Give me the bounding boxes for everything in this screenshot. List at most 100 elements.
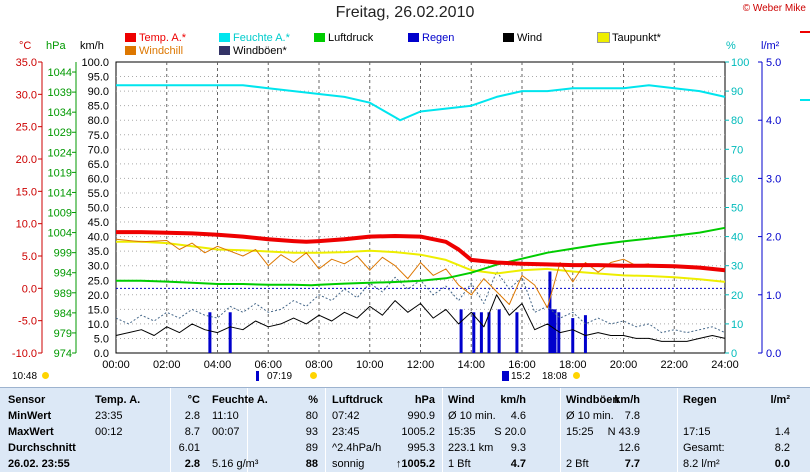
table-row-label: 26.02. 23:55 xyxy=(8,458,70,470)
wind-tick-label: 70.0 xyxy=(88,144,109,156)
table-cell: sonnig xyxy=(332,458,365,470)
table-cell: 8.2 xyxy=(774,442,790,454)
table-cell: 00:12 xyxy=(95,426,123,438)
pressure-tick-label: 1034 xyxy=(48,107,72,119)
table-column-divider xyxy=(325,388,326,472)
table-cell: 15:25 xyxy=(566,426,594,438)
wind-tick-label: 5.0 xyxy=(94,333,109,345)
humidity-tick-label: 50 xyxy=(731,203,743,215)
x-tick-label: 20:00 xyxy=(610,359,638,371)
legend-swatch xyxy=(125,33,136,42)
wind-tick-label: 15.0 xyxy=(88,304,109,316)
table-cell: 8.7 xyxy=(184,426,200,438)
table-cell: ^2.4hPa/h xyxy=(332,442,382,454)
series-line-luftdruck xyxy=(116,226,726,287)
series-line-taupunkt xyxy=(116,240,726,283)
pressure-tick-label: 984 xyxy=(54,308,72,320)
series-line-wind xyxy=(115,294,726,342)
rain-bar xyxy=(553,309,557,353)
table-cell: 17:15 xyxy=(683,426,711,438)
chart-title: Freitag, 26.02.2010 xyxy=(335,4,475,21)
legend-item-temp: Temp. A.* xyxy=(125,32,186,44)
table-row-label: MaxWert xyxy=(8,426,54,438)
x-tick-label: 06:00 xyxy=(254,359,282,371)
table-header-cell: Luftdruck xyxy=(332,394,383,406)
table-cell: 4.7 xyxy=(510,458,526,470)
series-line-temp-a xyxy=(116,230,726,273)
table-row-label: Durchschnitt xyxy=(8,442,76,454)
rain-tick-label: 3.0 xyxy=(766,173,781,185)
wind-tick-label: 35.0 xyxy=(88,246,109,258)
pressure-tick-label: 989 xyxy=(54,288,72,300)
wind-axis-unit: km/h xyxy=(80,40,104,52)
table-cell: ↑1005.2 xyxy=(395,458,435,470)
temp-tick-label: 30.0 xyxy=(16,89,37,101)
wind-tick-label: 25.0 xyxy=(88,275,109,287)
table-cell: 1005.2 xyxy=(401,426,435,438)
rain-tick-label: 5.0 xyxy=(766,57,781,69)
legend-item-humidity: Feuchte A.* xyxy=(219,32,290,44)
wind-tick-label: 20.0 xyxy=(88,290,109,302)
pressure-tick-label: 1004 xyxy=(48,228,72,240)
humidity-tick-label: 90 xyxy=(731,86,743,98)
wind-tick-label: 30.0 xyxy=(88,261,109,273)
table-header-cell: km/h xyxy=(614,394,640,406)
moon-marker xyxy=(502,371,509,381)
table-header-cell: Temp. A. xyxy=(95,394,141,406)
table-cell: Ø 10 min. xyxy=(448,410,496,422)
temp-tick-label: 15.0 xyxy=(16,186,37,198)
wind-tick-label: 40.0 xyxy=(88,232,109,244)
sunrise-time: 07:19 xyxy=(267,371,293,382)
pressure-tick-label: 1014 xyxy=(48,187,72,199)
x-tick-label: 18:00 xyxy=(559,359,587,371)
rain-tick-label: 0.0 xyxy=(766,348,781,360)
wind-tick-label: 100.0 xyxy=(81,57,109,69)
wind-tick-label: 10.0 xyxy=(88,319,109,331)
rain-bar xyxy=(515,312,519,353)
table-column-divider xyxy=(170,388,171,472)
table-cell: 4.6 xyxy=(510,410,526,422)
pressure-tick-label: 1039 xyxy=(48,87,72,99)
x-tick-label: 02:00 xyxy=(153,359,181,371)
table-cell: Ø 10 min. xyxy=(566,410,614,422)
pressure-tick-label: 1019 xyxy=(48,167,72,179)
wind-tick-label: 75.0 xyxy=(88,130,109,142)
rain-bar xyxy=(228,312,232,353)
legend-swatch xyxy=(125,46,136,55)
weather-chart: 35.0 30.0 25.0 20.0 15.0 10.0 5.0 0.0 -5.0 -10.0 1… xyxy=(12,31,810,371)
table-cell: 07:42 xyxy=(332,410,360,422)
table-cell: 11:10 xyxy=(212,410,239,422)
temp-axis-unit: °C xyxy=(19,40,32,52)
table-column-divider xyxy=(442,388,443,472)
table-header-cell: km/h xyxy=(500,394,526,406)
pressure-tick-label: 1009 xyxy=(48,208,72,220)
table-cell: 23:35 xyxy=(95,410,123,422)
temp-tick-label: 0.0 xyxy=(22,283,37,295)
temp-tick-label: 35.0 xyxy=(16,57,37,69)
wind-tick-label: 90.0 xyxy=(88,86,109,98)
table-cell: 5.16 g/m³ xyxy=(212,458,259,470)
x-tick-label: 04:00 xyxy=(204,359,232,371)
table-header-cell: Windböen xyxy=(566,394,620,406)
table-header-cell: l/m² xyxy=(770,394,790,406)
legend-swatch xyxy=(219,46,230,55)
temp-tick-label: -5.0 xyxy=(18,316,37,328)
table-header-cell: Feuchte A. xyxy=(212,394,268,406)
pressure-tick-label: 994 xyxy=(54,268,72,280)
table-cell: 23:45 xyxy=(332,426,360,438)
wind-tick-label: 0.0 xyxy=(94,348,109,360)
humidity-tick-label: 60 xyxy=(731,173,743,185)
copyright-label: © Weber Mike xyxy=(742,3,806,14)
pressure-tick-label: 974 xyxy=(54,348,72,360)
x-tick-label: 08:00 xyxy=(305,359,333,371)
table-header-cell: Wind xyxy=(448,394,475,406)
sunset-time: 18:08 xyxy=(542,371,568,382)
rain-bar xyxy=(479,312,483,353)
legend-item-rain: Regen xyxy=(408,32,454,44)
table-row-label: MinWert xyxy=(8,410,52,422)
table-column-divider xyxy=(560,388,561,472)
table-header-cell: Regen xyxy=(683,394,717,406)
table-cell: 89 xyxy=(305,442,318,454)
table-cell: N 43.9 xyxy=(607,426,640,438)
wind-tick-label: 50.0 xyxy=(88,203,109,215)
